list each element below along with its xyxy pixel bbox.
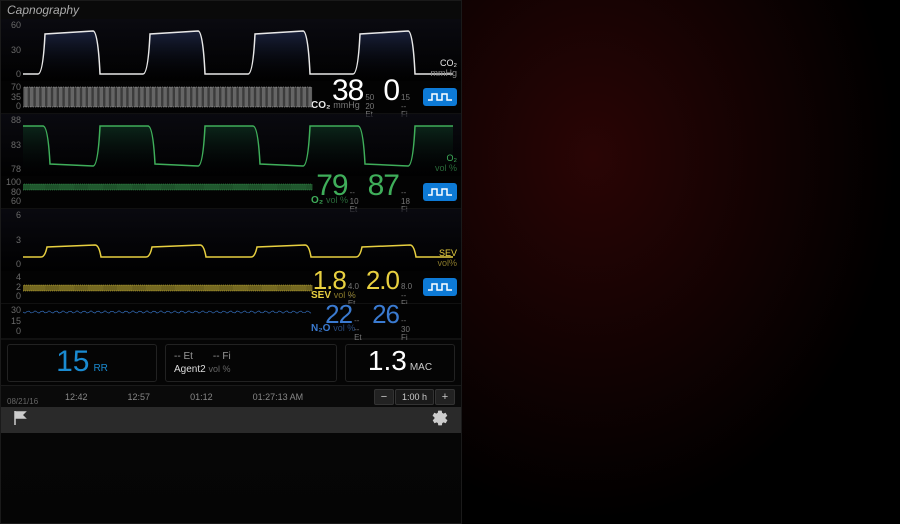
sev-wave-button[interactable] [423, 278, 457, 296]
time-t2: 12:57 [128, 392, 151, 402]
sev-main-waveform[interactable]: 6 3 0 SEV vol% [1, 209, 461, 271]
sev-trend-svg [23, 271, 313, 303]
summary-row: 15 RR -- Et -- Fi Agent2 vol % 1.3 MAC [1, 339, 461, 385]
sev-et-value: 1.8 [313, 265, 346, 296]
zoom-out-button[interactable]: − [374, 389, 394, 405]
mac-label: MAC [410, 362, 432, 373]
capnography-monitor: Capnography 60 30 0 CO₂ mmHg [0, 0, 462, 524]
agent2-box[interactable]: -- Et -- Fi Agent2 vol % [165, 344, 337, 382]
panel-title: Capnography [1, 1, 461, 19]
zoom-label: 1:00 h [395, 389, 434, 405]
sev-scale-mini: 4 2 0 [1, 271, 23, 303]
icon-bar [1, 407, 461, 433]
n2o-trend-svg [23, 304, 313, 338]
co2-trend-row[interactable]: 70 35 0 CO₂ mmHg 38 50 20 [1, 81, 461, 113]
co2-fi-value: 0 [383, 74, 399, 108]
o2-scale-main: 88 83 78 [1, 114, 23, 176]
agent2-fi: -- Fi [213, 351, 231, 362]
co2-trend-svg [23, 81, 313, 113]
o2-wave-button[interactable] [423, 183, 457, 201]
o2-main-waveform[interactable]: 88 83 78 O₂ vol % [1, 114, 461, 176]
co2-scale-main: 60 30 0 [1, 19, 23, 81]
mac-value: 1.3 [368, 345, 407, 377]
channel-co2: 60 30 0 CO₂ mmHg 70 35 0 [1, 19, 461, 114]
o2-unit-tag: O₂ vol % [435, 154, 457, 174]
agent2-et: -- Et [174, 351, 193, 362]
n2o-readings: 22 -- -- Et 26 -- 30 Fi [325, 304, 457, 338]
co2-main-waveform[interactable]: 60 30 0 CO₂ mmHg [1, 19, 461, 81]
time-t4: 01:27:13 AM [253, 392, 304, 402]
channel-o2: 88 83 78 O₂ vol % 100 80 60 [1, 114, 461, 209]
o2-trend-svg [23, 176, 313, 208]
co2-wave-svg [23, 19, 453, 81]
co2-readings: 38 50 20 Et 0 15 -- Fi [332, 81, 457, 113]
time-t1: 12:42 [65, 392, 88, 402]
n2o-scale: 30 15 0 [1, 304, 23, 338]
agent2-label: Agent2 [174, 364, 206, 375]
zoom-controls: − 1:00 h + [374, 389, 455, 405]
agent2-unit: vol % [208, 364, 230, 374]
o2-fi-value: 87 [368, 169, 399, 203]
o2-wave-svg [23, 114, 453, 176]
o2-et-value: 79 [316, 169, 347, 203]
zoom-in-button[interactable]: + [435, 389, 455, 405]
co2-et-value: 38 [332, 74, 363, 108]
o2-readings: 79 -- 10 Et 87 -- 18 Fi [316, 176, 457, 208]
gear-icon[interactable] [431, 409, 449, 432]
rr-label: RR [93, 363, 107, 374]
flag-icon[interactable] [13, 410, 29, 431]
n2o-fi-value: 26 [372, 299, 399, 330]
time-date: 08/21/16 [7, 397, 38, 406]
sev-fi-value: 2.0 [366, 265, 399, 296]
co2-unit-tag: CO₂ mmHg [431, 59, 458, 79]
co2-scale-mini: 70 35 0 [1, 81, 23, 113]
side-panel [462, 0, 900, 524]
time-bar: 08/21/16 12:42 12:57 01:12 01:27:13 AM −… [1, 385, 461, 407]
o2-scale-mini: 100 80 60 [1, 176, 23, 208]
rr-value: 15 [56, 345, 89, 379]
co2-wave-button[interactable] [423, 88, 457, 106]
mac-box[interactable]: 1.3 MAC [345, 344, 455, 382]
o2-trend-row[interactable]: 100 80 60 O₂ vol % 79 -- 10 Et [1, 176, 461, 208]
channel-n2o: 30 15 0 N₂O vol % 22 -- -- Et [1, 304, 461, 339]
n2o-et-value: 22 [325, 299, 352, 330]
sev-scale-main: 6 3 0 [1, 209, 23, 271]
n2o-trend-row[interactable]: 30 15 0 N₂O vol % 22 -- -- Et [1, 304, 461, 338]
rr-box[interactable]: 15 RR [7, 344, 157, 382]
time-t3: 01:12 [190, 392, 213, 402]
sev-wave-svg [23, 209, 453, 271]
sev-unit-tag: SEV vol% [437, 249, 457, 269]
channel-sev: 6 3 0 SEV vol% 4 2 0 SEV vol % [1, 209, 461, 304]
